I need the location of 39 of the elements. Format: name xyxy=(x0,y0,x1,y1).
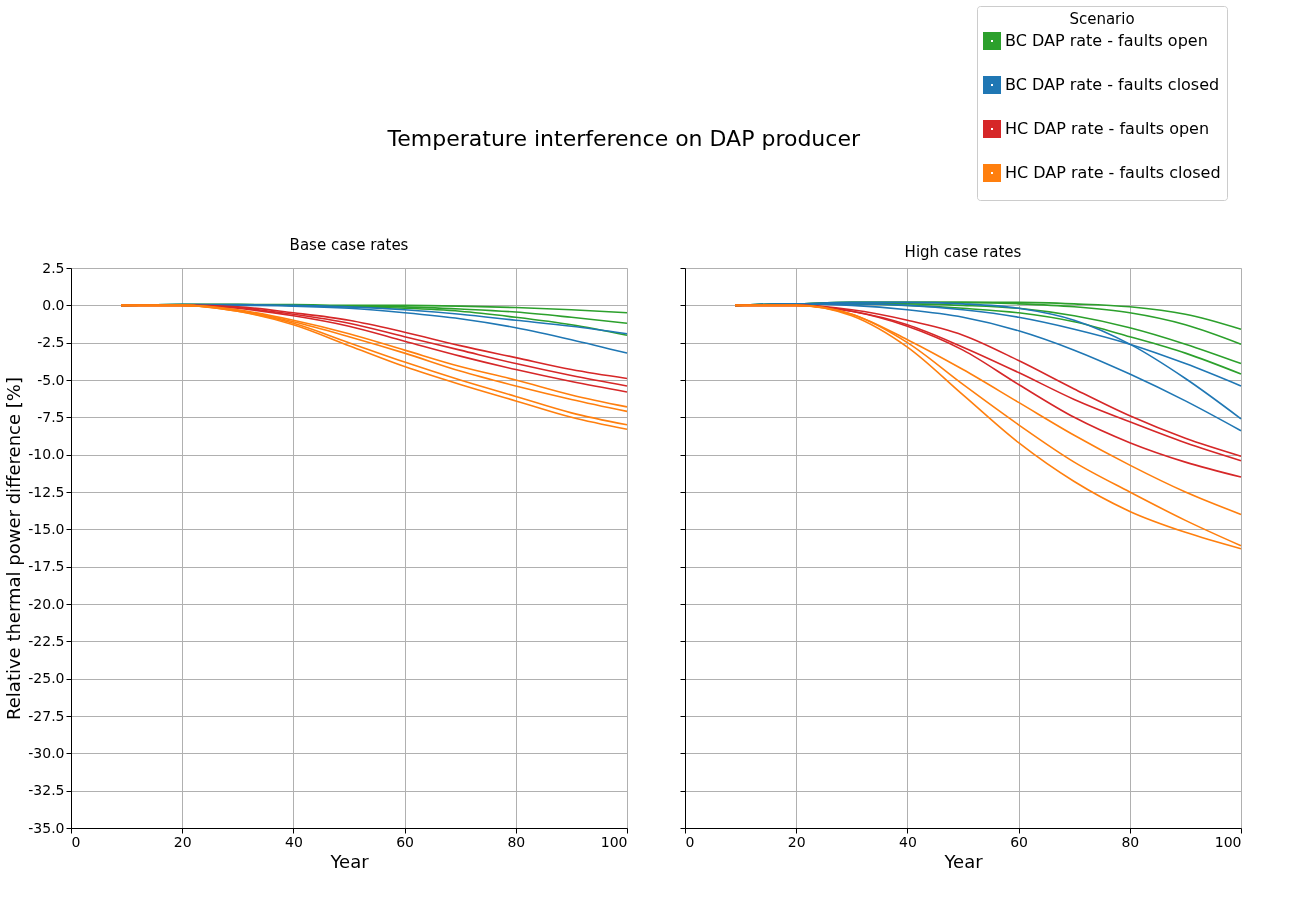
y-tick-label: -15.0 xyxy=(28,520,65,537)
x-tick-label: 20 xyxy=(173,833,192,850)
x-tick-label: 80 xyxy=(1121,833,1140,850)
y-tick-label: 0.0 xyxy=(42,296,65,313)
y-tick-label: -35.0 xyxy=(28,819,65,836)
y-tick-label: -2.5 xyxy=(37,334,65,351)
x-tick-label: 0 xyxy=(685,833,695,850)
chart-title: Base case rates xyxy=(289,236,409,254)
y-tick-label: -5.0 xyxy=(37,371,65,388)
x-axis-title: Year xyxy=(329,850,370,872)
y-tick-label: -22.5 xyxy=(28,632,65,649)
x-tick-label: 0 xyxy=(71,833,81,850)
legend-label: BC DAP rate - faults open xyxy=(1005,31,1208,50)
x-tick-label: 80 xyxy=(507,833,526,850)
legend-label: HC DAP rate - faults open xyxy=(1005,119,1210,138)
y-tick-label: -27.5 xyxy=(28,707,65,724)
y-tick-label: -25.0 xyxy=(28,670,65,687)
y-tick-label: 2.5 xyxy=(42,259,65,276)
y-axis-title: Relative thermal power difference [%] xyxy=(3,377,25,720)
y-tick-label: -12.5 xyxy=(28,483,65,500)
x-tick-label: 40 xyxy=(898,833,917,850)
x-tick-label: 60 xyxy=(396,833,415,850)
chart-title: High case rates xyxy=(904,242,1022,261)
x-tick-label: 20 xyxy=(787,833,806,850)
x-tick-label: 40 xyxy=(284,833,303,850)
x-tick-label: 100 xyxy=(600,833,628,850)
legend-label: BC DAP rate - faults closed xyxy=(1005,75,1220,94)
x-tick-label: 100 xyxy=(1214,833,1242,850)
y-tick-label: -30.0 xyxy=(28,744,65,761)
y-tick-label: -7.5 xyxy=(37,408,65,425)
text: Temperature interference on DAP producer xyxy=(386,126,861,151)
x-axis-title: Year xyxy=(943,850,984,872)
y-tick-label: -10.0 xyxy=(28,446,65,463)
y-tick-label: -17.5 xyxy=(28,558,65,575)
y-tick-label: -32.5 xyxy=(28,782,65,799)
legend-title: Scenario xyxy=(1069,10,1135,28)
x-tick-label: 60 xyxy=(1010,833,1029,850)
y-tick-label: -20.0 xyxy=(28,595,65,612)
legend-label: HC DAP rate - faults closed xyxy=(1005,163,1221,182)
